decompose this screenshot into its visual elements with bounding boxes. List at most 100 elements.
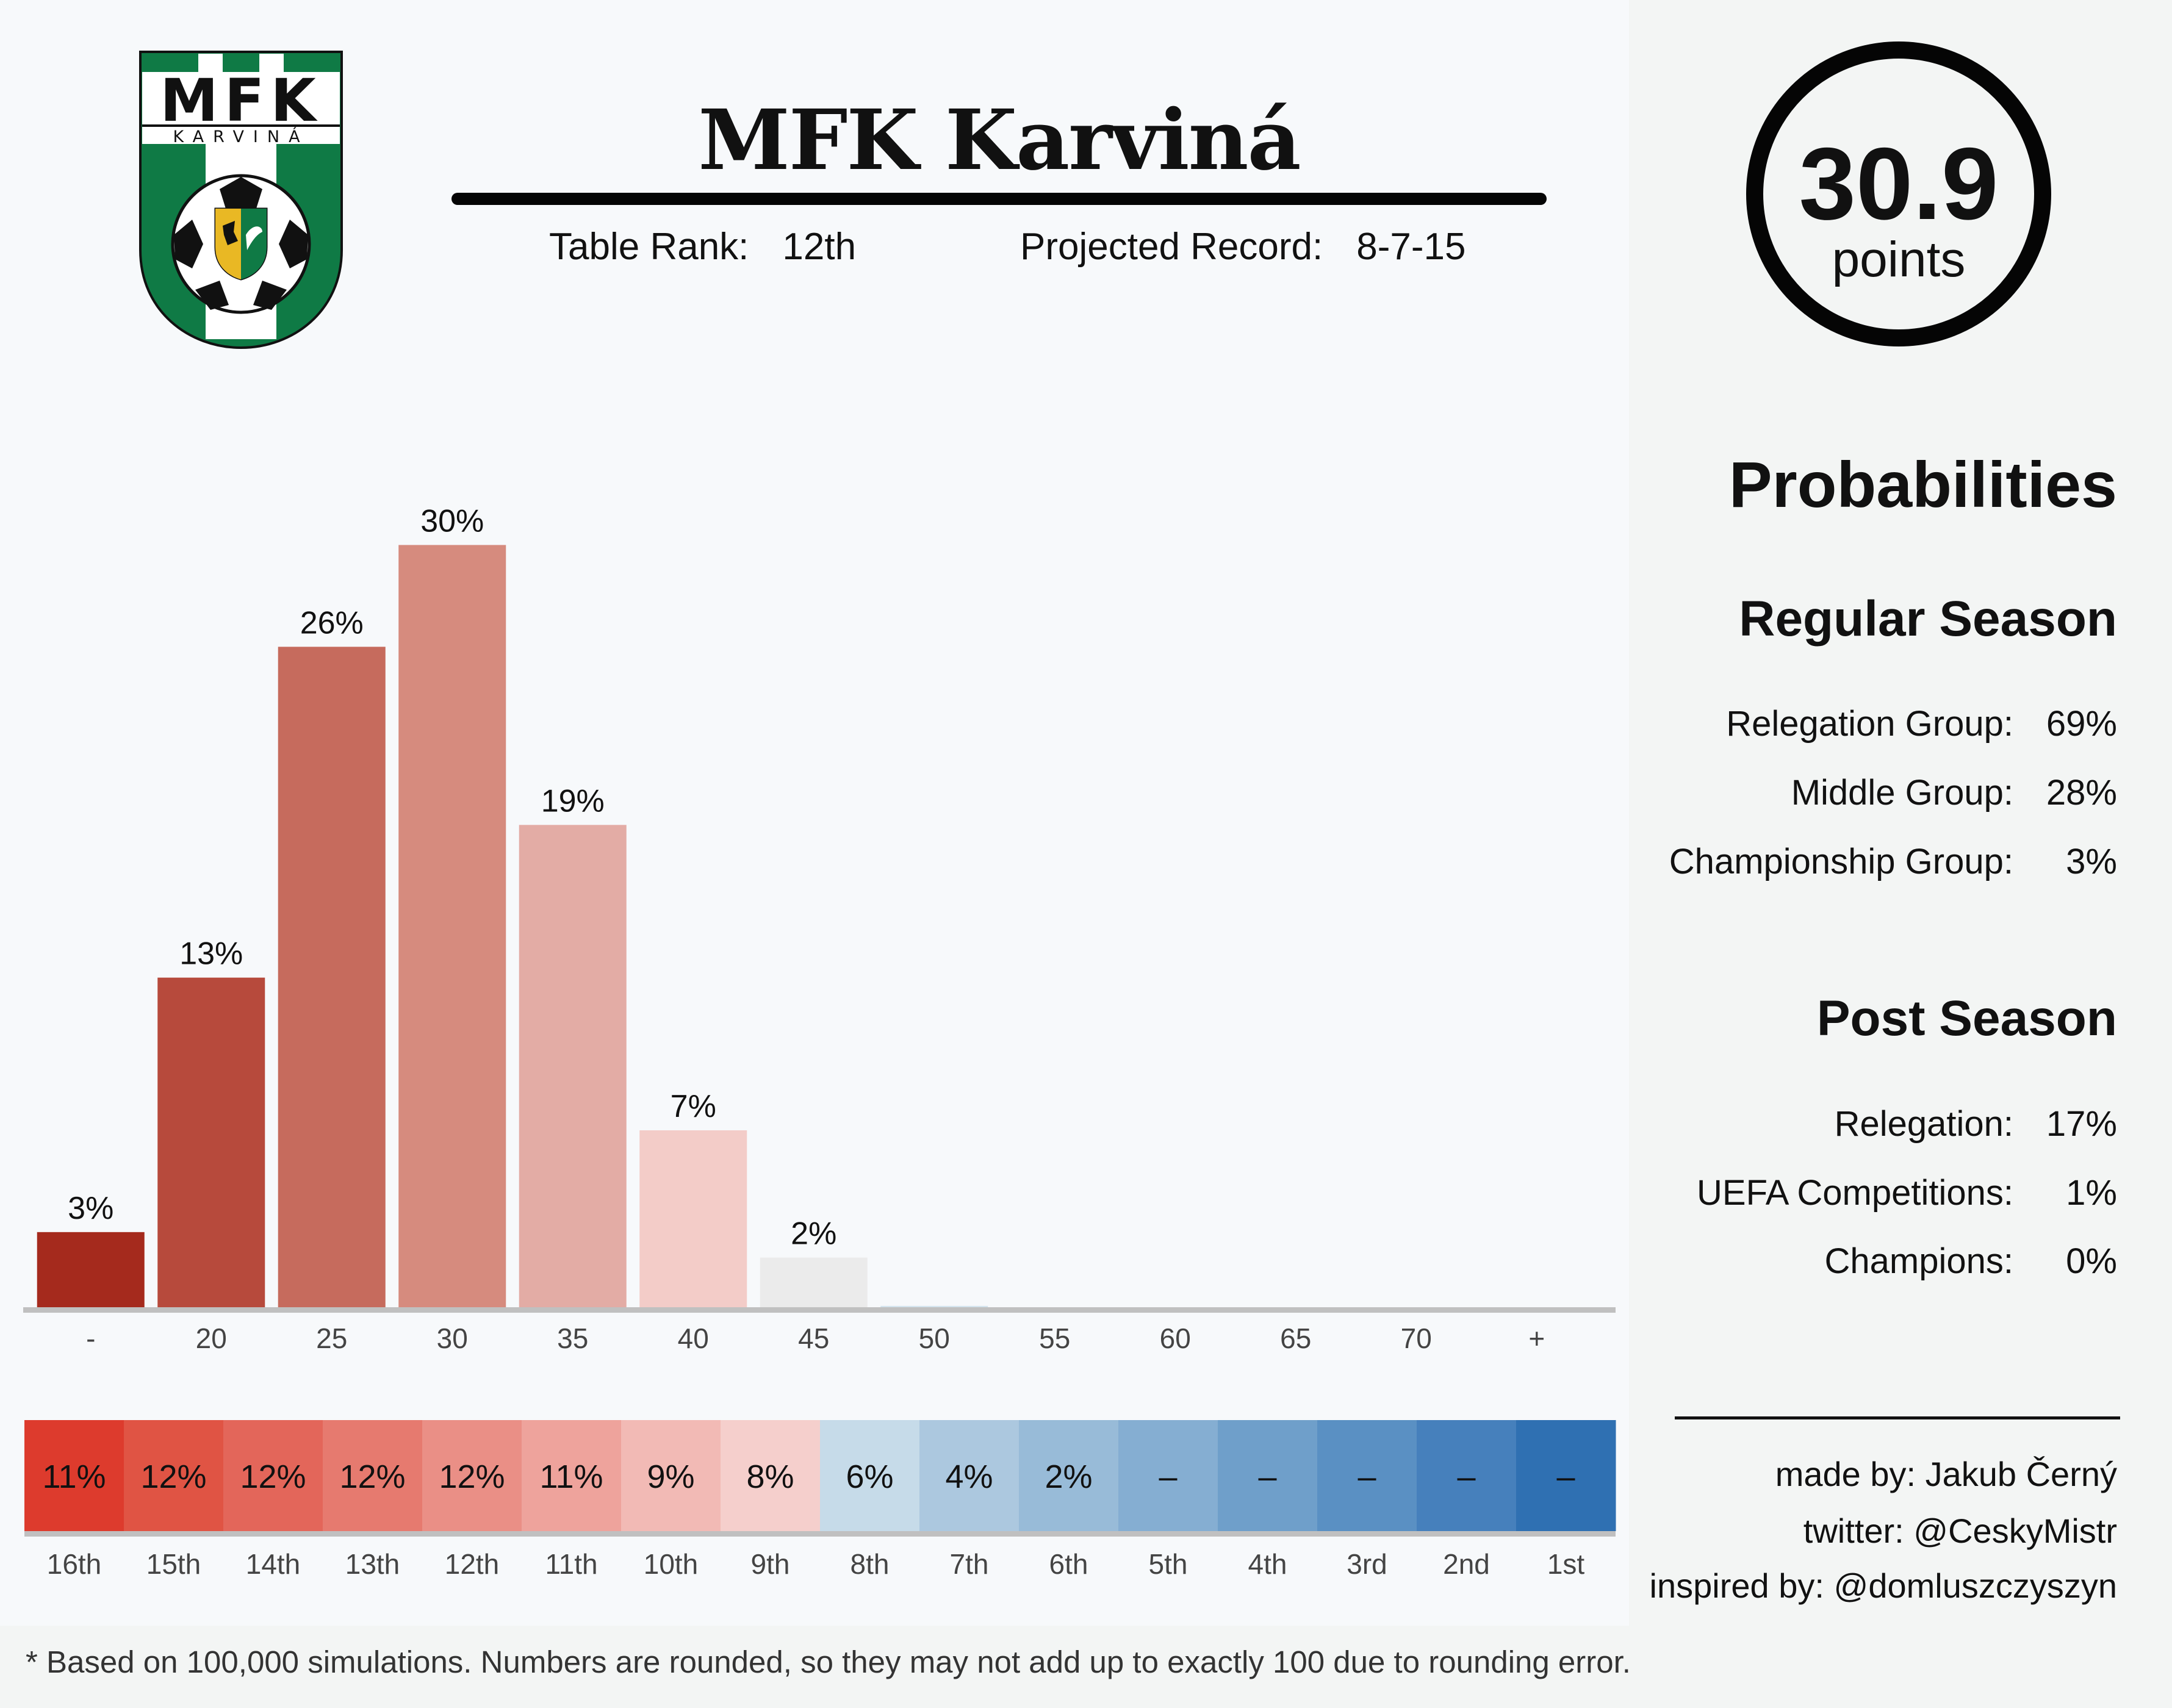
logo-ball-patch-top <box>220 177 262 209</box>
heat-strip-baseline <box>24 1531 1616 1537</box>
heat-cell-9th <box>721 1420 821 1531</box>
heat-cell-4th <box>1218 1420 1318 1531</box>
bar-data-label: 7% <box>671 1089 716 1124</box>
prob-label: UEFA Competitions: <box>1697 1173 2013 1213</box>
x-tick-label: + <box>1528 1322 1545 1354</box>
heat-cell-label: 2% <box>1045 1459 1092 1495</box>
table-rank-label: Table Rank: <box>549 226 749 268</box>
position-tick-label: 9th <box>751 1548 790 1580</box>
heat-cell-12th <box>422 1420 522 1531</box>
bar-data-label: 19% <box>541 783 605 819</box>
prob-label: Championship Group: <box>1669 842 2013 881</box>
position-tick-label: 4th <box>1248 1548 1287 1580</box>
position-tick-label: 14th <box>246 1548 301 1580</box>
position-tick-label: 2nd <box>1443 1548 1490 1580</box>
position-tick-label: 7th <box>950 1548 989 1580</box>
heat-cell-2nd <box>1417 1420 1517 1531</box>
logo-text-divider <box>142 124 340 127</box>
heat-cell-label: 12% <box>240 1459 306 1495</box>
logo-text-band <box>142 72 340 144</box>
x-tick-label: 30 <box>437 1322 468 1354</box>
heat-cell-label: 6% <box>846 1459 893 1495</box>
projected-record-label: Projected Record: <box>1020 226 1323 268</box>
logo-ball-patch-right <box>279 220 308 268</box>
prob-value: 69% <box>2046 704 2117 744</box>
bar-data-label: 3% <box>68 1191 113 1226</box>
prob-value: 0% <box>2066 1241 2117 1281</box>
x-axis-baseline <box>23 1307 1616 1313</box>
logo-crest-leaf <box>246 226 262 250</box>
heat-cell-label: – <box>1258 1459 1276 1495</box>
bar-data-label: 2% <box>791 1216 836 1252</box>
x-tick-label: 45 <box>798 1322 829 1354</box>
x-tick-label: 65 <box>1280 1322 1311 1354</box>
heat-cell-label: 11% <box>42 1459 106 1495</box>
x-tick-label: 35 <box>557 1322 588 1354</box>
points-label: points <box>1832 232 1966 287</box>
position-tick-label: 13th <box>345 1548 400 1580</box>
position-tick-label: 8th <box>850 1548 890 1580</box>
credit-made-by: made by: Jakub Černý <box>1775 1455 2117 1493</box>
x-tick-label: 25 <box>316 1322 347 1354</box>
x-tick-label: 55 <box>1039 1322 1070 1354</box>
heat-cell-15th <box>124 1420 224 1531</box>
post-season-heading: Post Season <box>1816 991 2117 1046</box>
title-underline <box>451 193 1547 205</box>
logo-ball-patch-bottom-right <box>253 281 287 310</box>
prob-value: 3% <box>2066 842 2117 881</box>
bar-45 <box>760 1257 868 1308</box>
heat-cell-14th <box>223 1420 323 1531</box>
position-tick-label: 1st <box>1547 1548 1585 1580</box>
heat-cell-5th <box>1118 1420 1218 1531</box>
heat-cell-label: – <box>1358 1459 1376 1495</box>
position-tick-label: 15th <box>146 1548 201 1580</box>
position-tick-label: 11th <box>545 1548 597 1580</box>
projected-record-value: 8-7-15 <box>1356 226 1466 268</box>
heat-cell-1st <box>1516 1420 1616 1531</box>
logo-checker-left <box>198 54 223 72</box>
x-tick-label: 20 <box>196 1322 227 1354</box>
heat-cell-label: 9% <box>647 1459 694 1495</box>
regular-season-heading: Regular Season <box>1739 591 2117 647</box>
heat-cell-16th <box>24 1420 124 1531</box>
points-value: 30.9 <box>1799 126 1999 241</box>
heat-cell-label: 12% <box>439 1459 505 1495</box>
prob-label: Middle Group: <box>1791 773 2013 813</box>
position-tick-label: 10th <box>644 1548 699 1580</box>
heat-cell-3rd <box>1317 1420 1417 1531</box>
projected-record: Projected Record: 8-7-15 <box>1020 223 1465 271</box>
credit-inspired-by: inspired by: @domluszczyszyn <box>1649 1566 2117 1605</box>
x-tick-label: - <box>86 1322 95 1354</box>
prob-value: 17% <box>2046 1104 2117 1144</box>
bar-20 <box>157 977 265 1308</box>
heat-cell-8th <box>820 1420 920 1531</box>
x-tick-label: 60 <box>1160 1322 1191 1354</box>
bar-data-label: 26% <box>300 605 364 640</box>
credit-twitter: twitter: @CeskyMistr <box>1803 1512 2117 1550</box>
heat-cell-label: 12% <box>339 1459 405 1495</box>
position-tick-label: 3rd <box>1347 1548 1387 1580</box>
heat-cell-label: 4% <box>945 1459 993 1495</box>
x-tick-label: 70 <box>1401 1322 1432 1354</box>
heat-cell-13th <box>323 1420 423 1531</box>
heat-cell-label: 11% <box>539 1459 603 1495</box>
prob-label: Relegation: <box>1834 1104 2013 1144</box>
bar-- <box>37 1232 145 1308</box>
x-tick-label: 40 <box>678 1322 709 1354</box>
bar-data-label: 30% <box>420 503 484 539</box>
bar-40 <box>639 1130 747 1308</box>
heat-cell-11th <box>522 1420 622 1531</box>
bar-data-label: 13% <box>179 936 243 972</box>
bar-25 <box>278 647 386 1308</box>
heat-cell-label: – <box>1457 1459 1475 1495</box>
position-tick-label: 6th <box>1049 1548 1088 1580</box>
logo-mfk-text: MFK <box>160 66 322 135</box>
logo-crest-eagle <box>223 221 238 245</box>
logo-karvina-text: KARVINÁ <box>173 127 309 146</box>
bar-30 <box>398 545 506 1308</box>
logo-checker-right <box>259 54 284 72</box>
x-tick-label: 50 <box>919 1322 950 1354</box>
logo-ball-patch-bottom-left <box>195 281 229 310</box>
prob-label: Champions: <box>1824 1241 2013 1281</box>
probabilities-heading: Probabilities <box>1728 449 2117 521</box>
